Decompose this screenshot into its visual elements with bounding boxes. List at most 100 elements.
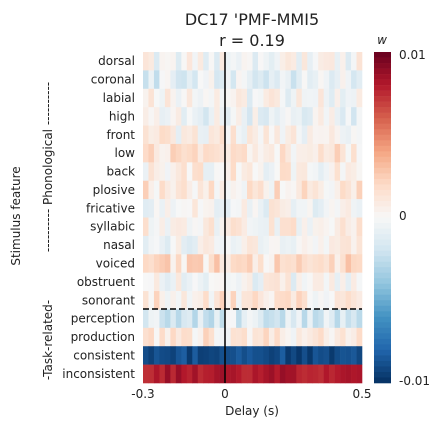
heatmap-cell [164, 52, 171, 71]
heatmap-cell [159, 272, 166, 292]
heatmap-cell [159, 199, 166, 218]
heatmap-cell [230, 162, 237, 182]
heatmap-cell [143, 254, 149, 273]
heatmap-cell [334, 291, 341, 310]
heatmap-cell [318, 291, 324, 310]
heatmap-cell [329, 180, 335, 200]
heatmap-cell [356, 254, 363, 273]
heatmap-cell [290, 52, 297, 71]
colorbar-segment [374, 211, 391, 218]
heatmap-cell [164, 88, 171, 108]
heatmap-cell [279, 70, 286, 90]
heatmap-cell [203, 199, 209, 218]
heatmap-cell [301, 217, 308, 237]
heatmap-cell [274, 346, 281, 365]
heatmap-cell [164, 199, 171, 218]
heatmap-cell [301, 309, 308, 329]
heatmap-cell [170, 143, 177, 163]
x-axis-label: Delay (s) [225, 404, 279, 418]
colorbar-segment [374, 151, 391, 158]
heatmap-cell [312, 364, 319, 384]
heatmap-cell [329, 143, 335, 163]
heatmap-cell [225, 125, 231, 145]
heatmap-cell [263, 364, 270, 384]
heatmap-cell [175, 70, 182, 90]
heatmap-cell [351, 291, 357, 310]
heatmap-cell [159, 235, 166, 255]
heatmap-cell [323, 52, 330, 71]
heatmap-cell [296, 235, 303, 255]
heatmap-cell [164, 291, 171, 310]
heatmap-cell [334, 327, 341, 347]
heatmap-cell [148, 346, 155, 365]
heatmap-cell [329, 235, 335, 255]
colorbar-segment [374, 355, 391, 362]
heatmap-cell [181, 235, 188, 255]
heatmap-cell [252, 291, 259, 310]
heatmap-cell [296, 291, 303, 310]
heatmap-cell [236, 162, 242, 182]
heatmap-cell [192, 125, 199, 145]
heatmap-cell [323, 346, 330, 365]
row-label: syllabic [90, 220, 135, 234]
heatmap-cell [252, 125, 259, 145]
heatmap-cell [230, 291, 237, 310]
colorbar-segment [374, 195, 391, 202]
heatmap-cell [203, 180, 209, 200]
heatmap-cell [170, 162, 177, 182]
heatmap-cell [192, 235, 199, 255]
heatmap-cell [230, 125, 237, 145]
heatmap-cell [247, 235, 253, 255]
heatmap-cell [351, 364, 357, 384]
heatmap-cell [197, 327, 204, 347]
heatmap-cell [340, 107, 346, 126]
heatmap-cell [143, 309, 149, 329]
chart-subtitle: r = 0.19 [219, 31, 285, 50]
heatmap-cell [318, 364, 324, 384]
heatmap-cell [334, 346, 341, 365]
heatmap-cell [153, 254, 160, 273]
heatmap-cell [257, 199, 264, 218]
heatmap-cell [186, 162, 193, 182]
heatmap-cell [329, 125, 335, 145]
heatmap-cell [268, 162, 275, 182]
heatmap-cell [153, 180, 160, 200]
heatmap-cell [214, 143, 220, 163]
heatmap-cell [219, 217, 226, 237]
heatmap-cell [301, 346, 308, 365]
heatmap-cell [203, 162, 209, 182]
heatmap-cell [312, 309, 319, 329]
row-labels: dorsal coronal labial high front low back plosi… [62, 54, 135, 381]
heatmap-cell [307, 217, 314, 237]
heatmap-cell [143, 180, 149, 200]
group-label-phonological: ---------- Phonological ---------- [41, 82, 55, 252]
heatmap-cell [312, 180, 319, 200]
heatmap-cell [323, 70, 330, 90]
heatmap-cell [301, 125, 308, 145]
heatmap-cell [318, 254, 324, 273]
heatmap-cell [236, 235, 242, 255]
heatmap-cell [312, 143, 319, 163]
heatmap-cell [274, 52, 281, 71]
heatmap-cell [170, 125, 177, 145]
row-label: production [71, 330, 135, 344]
heatmap-cell [252, 52, 259, 71]
heatmap-cell [236, 291, 242, 310]
heatmap-cell [329, 364, 335, 384]
heatmap-cell [181, 309, 188, 329]
heatmap-cell [257, 162, 264, 182]
heatmap-cell [285, 217, 292, 237]
heatmap-cell [192, 217, 199, 237]
heatmap-cell [230, 235, 237, 255]
colorbar-segment [374, 107, 391, 113]
heatmap-cell [274, 180, 281, 200]
heatmap-cell [345, 327, 352, 347]
heatmap-cell [290, 199, 297, 218]
heatmap-cell [263, 199, 270, 218]
heatmap-cell [318, 217, 324, 237]
heatmap-cell [241, 199, 248, 218]
heatmap-cell [263, 88, 270, 108]
heatmap-cell [208, 364, 215, 384]
colorbar-segment [374, 338, 391, 345]
colorbar-segment [374, 118, 391, 125]
